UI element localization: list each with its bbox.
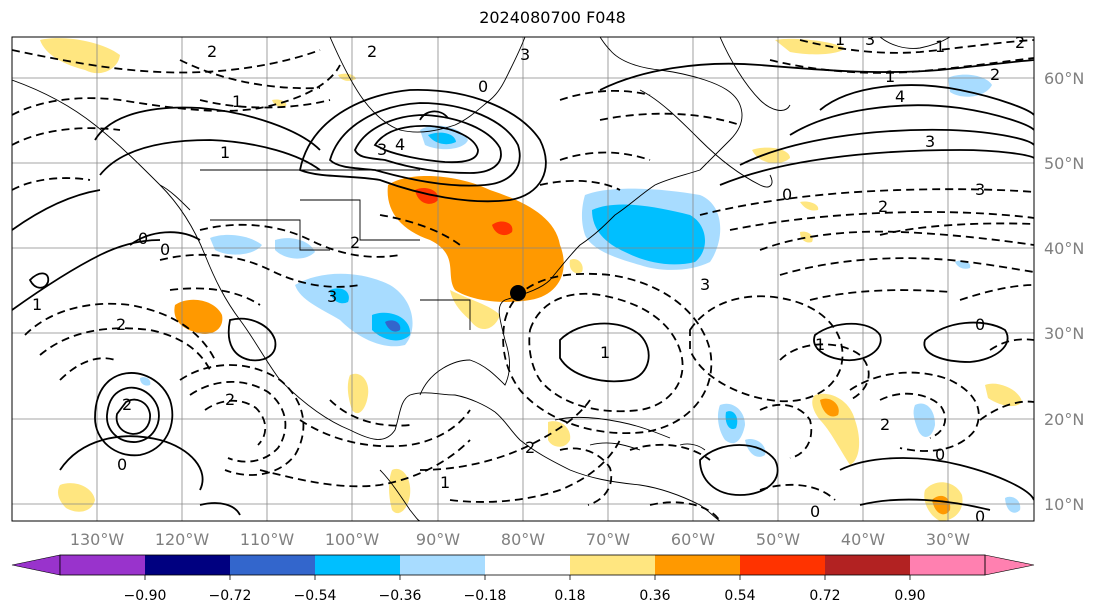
station-dot — [510, 285, 526, 301]
contour-label: 2 — [122, 395, 132, 414]
contour-label: 3 — [925, 132, 935, 151]
graticule — [12, 37, 1034, 521]
contour-label: 3 — [975, 180, 985, 199]
lon-tick-label: 120°W — [155, 530, 210, 549]
lon-tick-label: 70°W — [586, 530, 630, 549]
colorbar-bin — [655, 555, 740, 575]
lat-tick-label: 20°N — [1044, 410, 1084, 429]
map-title: 2024080700 F048 — [479, 8, 626, 27]
contour-label: 1 — [32, 295, 42, 314]
contour-label: 0 — [975, 315, 985, 334]
colorbar-tick-label: −0.54 — [294, 588, 337, 604]
contour-label: 0 — [160, 240, 170, 259]
contour-label: 1 — [600, 343, 610, 362]
contour-label: 1 — [440, 473, 450, 492]
colorbar-under-arrow — [11, 554, 61, 576]
contour-label: 1 — [835, 30, 845, 49]
map-border — [11, 36, 1035, 522]
colorbar-bin — [315, 555, 400, 575]
contour-label: 4 — [395, 135, 405, 154]
contour-label: 0 — [478, 77, 488, 96]
contour-label: 3 — [377, 140, 387, 159]
lon-tick-label: 30°W — [926, 530, 970, 549]
colorbar-bin — [145, 555, 230, 575]
colorbar-bin — [910, 555, 985, 575]
colorbar-bin — [400, 555, 485, 575]
colorbar-tick-label: 0.36 — [639, 588, 670, 604]
lon-tick-label: 110°W — [240, 530, 295, 549]
colorbar-bin — [570, 555, 655, 575]
colorbar-bin — [230, 555, 315, 575]
contour-label: 0 — [810, 502, 820, 521]
colorbar-tick-label: 0.18 — [554, 588, 585, 604]
contour-label: 2 — [225, 390, 235, 409]
contour-label: 2 — [880, 415, 890, 434]
colorbar-tick-label: −0.36 — [379, 588, 422, 604]
contours-dashed — [12, 39, 1034, 521]
colorbar-bin — [485, 555, 570, 575]
lon-tick-label: 80°W — [501, 530, 545, 549]
contours-solid — [12, 59, 1034, 516]
lat-tick-label: 50°N — [1044, 154, 1084, 173]
contour-label: 0 — [935, 445, 945, 464]
contour-label: 0 — [975, 507, 985, 526]
contour-label: 3 — [700, 275, 710, 294]
colorbar-tick-label: −0.18 — [464, 588, 507, 604]
contour-label: 1 — [220, 143, 230, 162]
contour-label: 1 — [885, 67, 895, 86]
colorbar-tick-label: 0.72 — [809, 588, 840, 604]
contour-label: 2 — [878, 197, 888, 216]
contour-label: 2 — [525, 438, 535, 457]
contour-label-group: 2 0 2 1 3 4 1 2 3 2 0 0 1 2 2 1 2 0 3 2 … — [32, 30, 1025, 526]
colorbar-bin — [740, 555, 825, 575]
lat-tick-label: 30°N — [1044, 324, 1084, 343]
colorbar-tick-label: 0.90 — [894, 588, 925, 604]
lon-tick-label: 100°W — [325, 530, 380, 549]
contour-label: 0 — [782, 185, 792, 204]
contour-label: 2 — [350, 233, 360, 252]
contour-label: 3 — [520, 45, 530, 64]
lon-tick-label: 60°W — [671, 530, 715, 549]
colorbar-tick-label: 0.54 — [724, 588, 755, 604]
contour-label: 3 — [865, 30, 875, 49]
contour-label: 0 — [138, 229, 148, 248]
contour-label: 2 — [1015, 33, 1025, 52]
lat-axis: 60°N 50°N 40°N 30°N 20°N 10°N — [1044, 69, 1084, 514]
colorbar-tick-label: −0.72 — [209, 588, 252, 604]
contour-label: 1 — [815, 335, 825, 354]
contour-label: 3 — [327, 287, 337, 306]
contour-label: 4 — [895, 87, 905, 106]
contour-label: 1 — [232, 92, 242, 111]
lon-tick-label: 50°W — [756, 530, 800, 549]
lon-tick-label: 90°W — [416, 530, 460, 549]
colorbar-bin — [825, 555, 910, 575]
lat-tick-label: 60°N — [1044, 69, 1084, 88]
contour-label: 2 — [990, 65, 1000, 84]
contour-label: 2 — [116, 315, 126, 334]
lat-tick-label: 40°N — [1044, 239, 1084, 258]
contour-label: 1 — [935, 37, 945, 56]
lon-tick-label: 40°W — [841, 530, 885, 549]
shaded-fields — [40, 38, 1022, 521]
colorbar-bin — [60, 555, 145, 575]
contour-label: 2 — [367, 42, 377, 61]
contour-label: 2 — [207, 42, 217, 61]
contour-label: 0 — [117, 455, 127, 474]
lon-axis: 130°W 120°W 110°W 100°W 90°W 80°W 70°W 6… — [70, 530, 970, 549]
colorbar: −0.90 −0.72 −0.54 −0.36 −0.18 0.18 0.36 … — [11, 554, 1035, 604]
lon-tick-label: 130°W — [70, 530, 125, 549]
coastlines — [12, 37, 951, 521]
colorbar-tick-label: −0.90 — [124, 588, 167, 604]
colorbar-over-arrow — [984, 554, 1035, 576]
lat-tick-label: 10°N — [1044, 495, 1084, 514]
